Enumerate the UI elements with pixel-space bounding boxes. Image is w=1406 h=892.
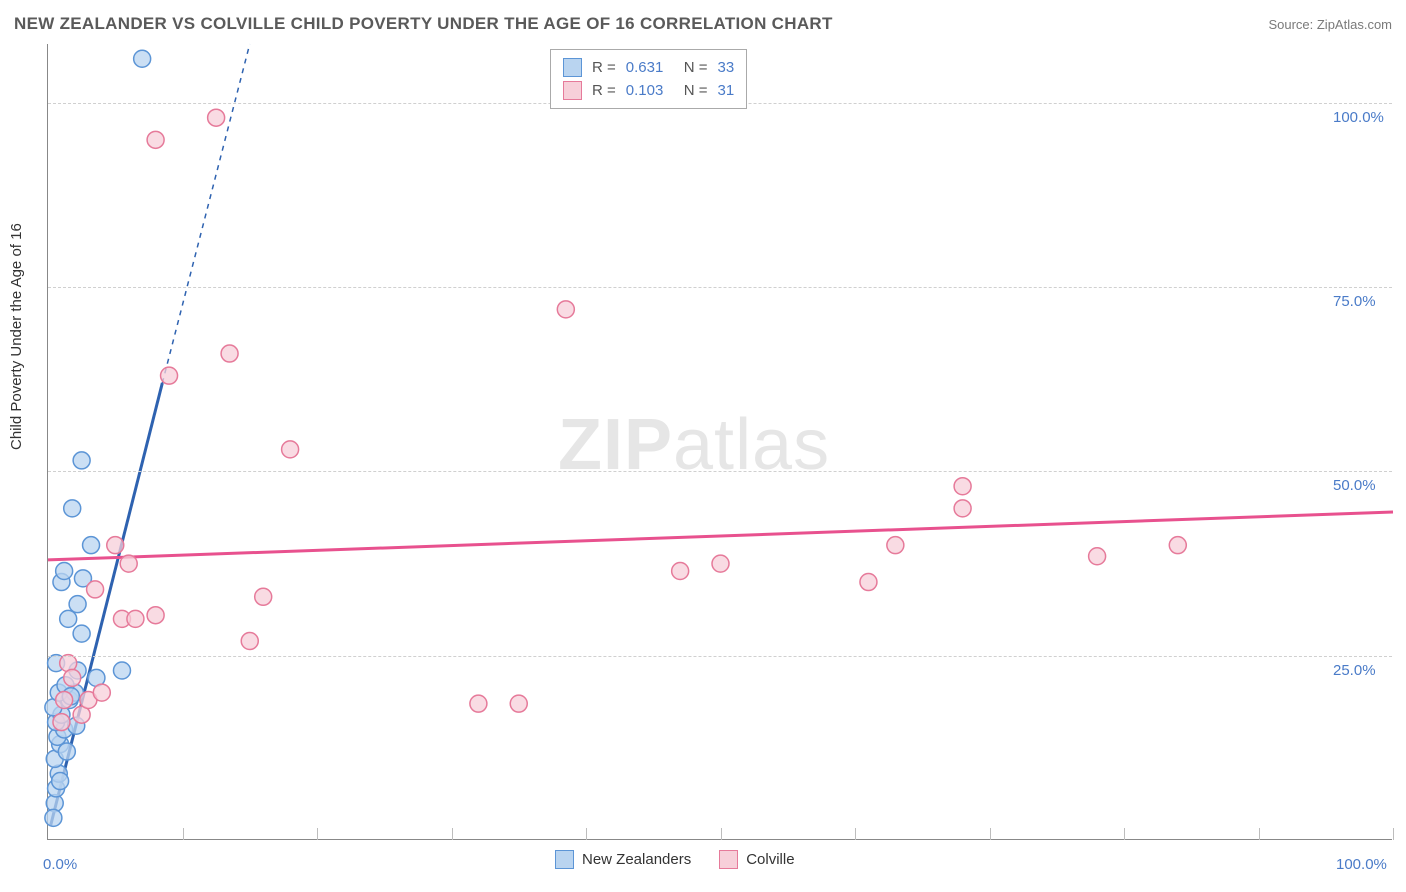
legend-stats-row-1: R = 0.103 N = 31: [563, 79, 734, 102]
data-point: [45, 809, 62, 826]
legend-r-label-0: R =: [592, 59, 616, 76]
data-point: [510, 695, 527, 712]
legend-series-item-1: Colville: [719, 850, 794, 869]
gridline-v: [452, 828, 453, 840]
data-point: [87, 581, 104, 598]
regression-line: [48, 512, 1393, 560]
legend-r-value-1: 0.103: [626, 82, 674, 99]
data-point: [73, 452, 90, 469]
data-point: [147, 607, 164, 624]
gridline-v: [721, 828, 722, 840]
data-point: [208, 109, 225, 126]
chart-title: NEW ZEALANDER VS COLVILLE CHILD POVERTY …: [14, 14, 833, 34]
data-point: [1169, 537, 1186, 554]
chart-header: NEW ZEALANDER VS COLVILLE CHILD POVERTY …: [14, 14, 1392, 34]
data-point: [161, 367, 178, 384]
data-point: [64, 500, 81, 517]
gridline-v: [990, 828, 991, 840]
data-point: [60, 610, 77, 627]
data-point: [255, 588, 272, 605]
data-point: [557, 301, 574, 318]
data-point: [56, 691, 73, 708]
legend-series: New Zealanders Colville: [555, 850, 795, 869]
gridline-h: [48, 656, 1392, 657]
y-tick: 25.0%: [1333, 662, 1376, 679]
chart-source: Source: ZipAtlas.com: [1268, 17, 1392, 32]
data-point: [83, 537, 100, 554]
regression-line-dashed: [162, 44, 249, 383]
data-point: [954, 478, 971, 495]
legend-stats-row-0: R = 0.631 N = 33: [563, 56, 734, 79]
data-point: [64, 669, 81, 686]
data-point: [113, 662, 130, 679]
data-point: [134, 50, 151, 67]
legend-swatch-0: [563, 58, 582, 77]
y-tick: 75.0%: [1333, 293, 1376, 310]
data-point: [282, 441, 299, 458]
y-axis-label: Child Poverty Under the Age of 16: [8, 223, 25, 450]
legend-series-swatch-0: [555, 850, 574, 869]
legend-series-label-0: New Zealanders: [582, 851, 691, 868]
gridline-v: [1124, 828, 1125, 840]
data-point: [127, 610, 144, 627]
data-point: [712, 555, 729, 572]
legend-n-value-0: 33: [718, 59, 735, 76]
gridline-h: [48, 471, 1392, 472]
y-tick: 100.0%: [1333, 109, 1384, 126]
data-point: [860, 574, 877, 591]
legend-r-label-1: R =: [592, 82, 616, 99]
legend-n-label-0: N =: [684, 59, 708, 76]
data-point: [954, 500, 971, 517]
data-point: [73, 625, 90, 642]
data-point: [93, 684, 110, 701]
gridline-v: [586, 828, 587, 840]
data-point: [470, 695, 487, 712]
legend-n-value-1: 31: [718, 82, 735, 99]
legend-series-item-0: New Zealanders: [555, 850, 691, 869]
plot-area: ZIPatlas 25.0%50.0%75.0%100.0%: [47, 44, 1392, 840]
legend-series-swatch-1: [719, 850, 738, 869]
gridline-v: [1393, 828, 1394, 840]
chart-svg: [48, 44, 1392, 839]
legend-series-label-1: Colville: [746, 851, 794, 868]
data-point: [58, 743, 75, 760]
y-tick: 50.0%: [1333, 477, 1376, 494]
gridline-v: [183, 828, 184, 840]
legend-n-label-1: N =: [684, 82, 708, 99]
data-point: [672, 562, 689, 579]
data-point: [887, 537, 904, 554]
legend-r-value-0: 0.631: [626, 59, 674, 76]
data-point: [56, 562, 73, 579]
x-tick-0: 0.0%: [43, 856, 77, 873]
gridline-v: [1259, 828, 1260, 840]
data-point: [107, 537, 124, 554]
data-point: [53, 714, 70, 731]
legend-stats: R = 0.631 N = 33 R = 0.103 N = 31: [550, 49, 747, 109]
data-point: [147, 131, 164, 148]
data-point: [221, 345, 238, 362]
data-point: [241, 633, 258, 650]
data-point: [52, 773, 69, 790]
data-point: [1089, 548, 1106, 565]
gridline-h: [48, 287, 1392, 288]
gridline-v: [317, 828, 318, 840]
x-tick-1: 100.0%: [1336, 856, 1387, 873]
legend-swatch-1: [563, 81, 582, 100]
gridline-v: [855, 828, 856, 840]
data-point: [120, 555, 137, 572]
data-point: [69, 596, 86, 613]
